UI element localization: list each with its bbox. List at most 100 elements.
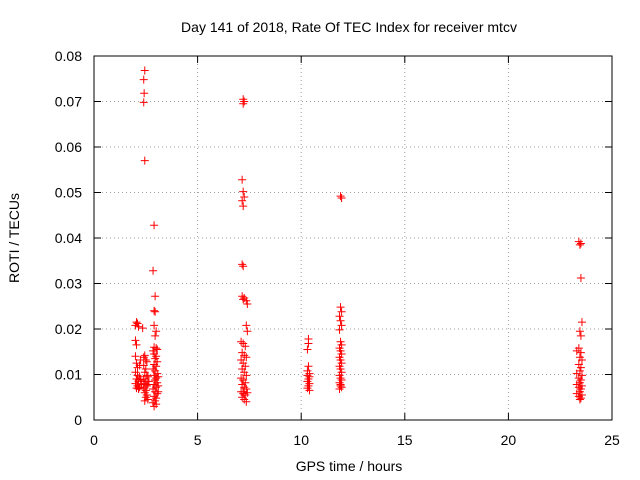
- data-point: [150, 221, 159, 230]
- data-point: [240, 368, 249, 377]
- data-point: [133, 363, 142, 372]
- data-point: [149, 365, 158, 374]
- y-tick-label: 0.01: [55, 367, 82, 383]
- y-tick-label: 0.05: [55, 185, 82, 201]
- data-point: [575, 240, 584, 249]
- y-tick-label: 0.07: [55, 94, 82, 110]
- data-point: [139, 98, 148, 107]
- data-point: [336, 192, 345, 201]
- data-point: [149, 346, 158, 355]
- data-point: [576, 363, 585, 372]
- data-point: [240, 351, 249, 360]
- data-point: [243, 388, 252, 397]
- data-point: [140, 66, 149, 75]
- data-point: [336, 346, 345, 355]
- data-point: [138, 324, 147, 333]
- data-point: [239, 202, 248, 211]
- data-point: [243, 299, 252, 308]
- data-point: [337, 321, 346, 330]
- data-point: [304, 381, 313, 390]
- data-point: [576, 274, 585, 283]
- data-point: [574, 237, 583, 246]
- data-point: [336, 303, 345, 312]
- data-point: [572, 346, 581, 355]
- data-point: [304, 362, 313, 371]
- data-point: [152, 374, 161, 383]
- data-point: [144, 377, 153, 386]
- data-point: [337, 350, 346, 359]
- data-points: [131, 66, 586, 411]
- axis-ticks: [93, 55, 613, 421]
- data-point: [238, 196, 247, 205]
- data-point: [336, 316, 345, 325]
- data-point: [131, 368, 140, 377]
- data-point: [239, 187, 248, 196]
- data-point: [237, 337, 246, 346]
- data-point: [154, 372, 163, 381]
- data-point: [140, 396, 149, 405]
- x-tick-label: 5: [194, 432, 202, 448]
- data-point: [305, 379, 314, 388]
- data-point: [577, 355, 586, 364]
- data-point: [576, 331, 585, 340]
- data-point: [141, 393, 150, 402]
- y-tick-label: 0.03: [55, 276, 82, 292]
- data-point: [141, 365, 150, 374]
- data-point: [142, 390, 151, 399]
- x-tick-label: 0: [90, 432, 98, 448]
- data-point: [337, 368, 346, 377]
- data-point: [572, 369, 581, 378]
- chart-title: Day 141 of 2018, Rate Of TEC Index for r…: [181, 19, 517, 35]
- data-point: [574, 374, 583, 383]
- data-point: [242, 296, 251, 305]
- data-point: [576, 348, 585, 357]
- data-point: [140, 351, 149, 360]
- data-point: [140, 156, 149, 165]
- data-point: [336, 355, 345, 364]
- data-point: [134, 322, 143, 331]
- data-point: [140, 368, 149, 377]
- data-point: [577, 318, 586, 327]
- data-point: [151, 396, 160, 405]
- data-point: [131, 336, 140, 345]
- y-tick-label: 0.08: [55, 48, 82, 64]
- data-point: [240, 383, 249, 392]
- y-tick-label: 0: [74, 412, 82, 428]
- data-point: [576, 239, 585, 248]
- data-point: [303, 384, 312, 393]
- data-point: [574, 360, 583, 369]
- data-point: [153, 345, 162, 354]
- x-tick-labels: 0 5 10 15 20 25: [90, 432, 620, 448]
- data-point: [239, 387, 248, 396]
- data-point: [133, 371, 142, 380]
- data-point: [154, 387, 163, 396]
- x-tick-label: 20: [501, 432, 517, 448]
- data-point: [131, 352, 140, 361]
- data-point: [132, 318, 141, 327]
- data-point: [238, 292, 247, 301]
- data-point: [140, 388, 149, 397]
- x-tick-label: 15: [397, 432, 413, 448]
- data-point: [305, 386, 314, 395]
- data-point: [150, 392, 159, 401]
- data-point: [237, 374, 246, 383]
- data-point: [239, 359, 248, 368]
- data-point: [336, 365, 345, 374]
- data-point: [574, 383, 583, 392]
- data-point: [237, 355, 246, 364]
- y-axis-label: ROTI / TECUs: [6, 193, 22, 283]
- data-point: [151, 331, 160, 340]
- data-point: [242, 353, 251, 362]
- data-point: [242, 321, 251, 330]
- y-tick-labels: 0 0.01 0.02 0.03 0.04 0.05 0.06 0.07 0.08: [55, 48, 82, 428]
- data-point: [241, 342, 250, 351]
- data-point: [139, 361, 148, 370]
- data-point: [575, 327, 584, 336]
- data-point: [151, 292, 160, 301]
- data-point: [141, 355, 150, 364]
- data-point: [335, 312, 344, 321]
- data-point: [242, 397, 251, 406]
- data-point: [335, 385, 344, 394]
- data-point: [304, 375, 313, 384]
